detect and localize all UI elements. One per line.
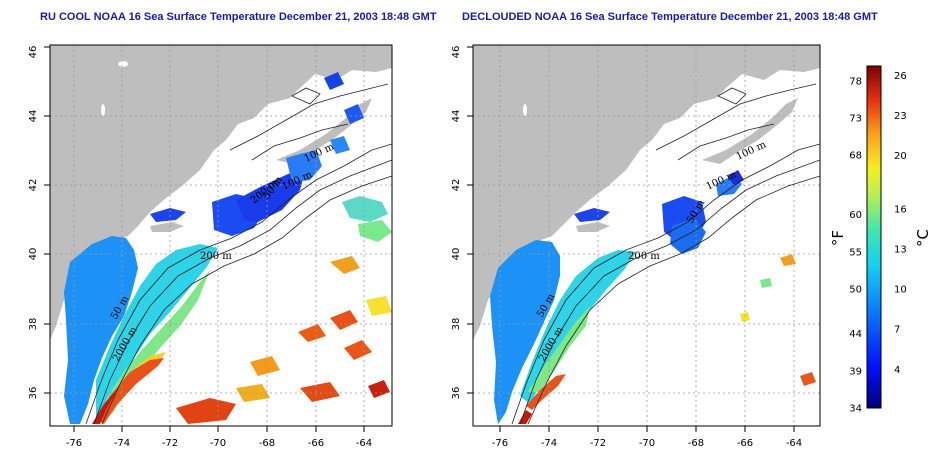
colorbar-fahrenheit-tick-label: 39 — [849, 366, 862, 377]
colorbar-celsius-tick-label: 20 — [894, 151, 907, 162]
left-y-axis — [44, 46, 50, 394]
colorbar-celsius-tick-label: 7 — [894, 325, 900, 336]
left-y-tick-label: 44 — [28, 110, 39, 123]
colorbar-fahrenheit-tick-label: 73 — [849, 114, 862, 125]
colorbar-celsius-tick-label: 23 — [894, 111, 907, 122]
left-land-mass — [50, 45, 392, 340]
colorbar-fahrenheit-tick-label: 68 — [849, 151, 862, 162]
right-y-tick-label: 36 — [451, 387, 462, 400]
colorbar-celsius-tick-label: 10 — [894, 285, 907, 296]
right-x-tick-label: -68 — [688, 438, 704, 449]
right-land-mass — [473, 45, 820, 340]
right-contours — [511, 83, 820, 425]
left-y-tick-label: 38 — [28, 318, 39, 331]
colorbar-fahrenheit-tick-label: 55 — [849, 247, 862, 258]
right-grid — [473, 45, 820, 426]
left-long-island — [150, 222, 184, 232]
right-y-axis — [467, 46, 473, 394]
colorbar-celsius-tick-label: 16 — [894, 204, 907, 215]
colorbar-fahrenheit-tick-label: 34 — [849, 404, 862, 415]
left-x-tick-label: -70 — [210, 438, 226, 449]
right-y-tick-label: 40 — [451, 248, 462, 261]
right-y-tick-label: 46 — [451, 46, 462, 59]
colorbar-fahrenheit-tick-label: 50 — [849, 285, 862, 296]
left-x-tick-label: -68 — [259, 438, 275, 449]
left-contour-label-200: 200 m — [200, 251, 232, 262]
right-x-tick-label: -64 — [786, 438, 802, 449]
colorbar-celsius-unit: °C — [914, 229, 932, 247]
left-x-axis — [73, 426, 365, 432]
colorbar-fahrenheit-tick-label: 60 — [849, 210, 862, 221]
colorbar-fahrenheit-ticks: 78 73 68 60 55 50 44 39 34 — [849, 76, 862, 414]
left-y-tick-label: 36 — [28, 387, 39, 400]
right-y-tick-label: 44 — [451, 110, 462, 123]
left-plot-frame — [49, 44, 393, 427]
right-y-tick-label: 38 — [451, 318, 462, 331]
left-map: 200 m 100 m 50 m 2000 m 200 m 100 m 50 m — [50, 45, 392, 426]
left-nova-scotia — [276, 98, 372, 164]
right-x-axis — [499, 426, 795, 432]
right-long-island — [576, 222, 610, 232]
left-x-tick-label: -72 — [162, 438, 178, 449]
colorbar-celsius-tick-label: 13 — [894, 245, 907, 256]
left-y-tick-label: 46 — [28, 46, 39, 59]
right-x-tick-label: -70 — [639, 438, 655, 449]
colorbar: 78 73 68 60 55 50 44 39 34 26 23 20 16 13 10 7 4 °F °C — [829, 65, 932, 415]
left-contours — [85, 83, 392, 425]
right-nova-scotia — [702, 98, 798, 164]
right-panel: DECLOUDED NOAA 16 Sea Surface Temperatur… — [451, 11, 878, 449]
right-y-tick-label: 42 — [451, 179, 462, 192]
right-x-tick-label: -72 — [590, 438, 606, 449]
colorbar-gradient — [866, 65, 882, 409]
colorbar-celsius-tick-label: 4 — [894, 365, 900, 376]
colorbar-celsius-ticks: 26 23 20 16 13 10 7 4 — [894, 71, 907, 376]
left-panel-title: RU COOL NOAA 16 Sea Surface Temperature … — [40, 11, 437, 23]
colorbar-celsius-tick-label: 26 — [894, 71, 907, 82]
colorbar-fahrenheit-tick-label: 44 — [849, 329, 862, 340]
right-x-tick-label: -66 — [737, 438, 753, 449]
left-x-tick-label: -74 — [114, 438, 130, 449]
left-y-tick-label: 40 — [28, 248, 39, 261]
left-x-tick-label: -64 — [356, 438, 372, 449]
left-panel: RU COOL NOAA 16 Sea Surface Temperature … — [28, 11, 437, 449]
colorbar-fahrenheit-tick-label: 78 — [849, 76, 862, 87]
left-x-tick-label: -76 — [66, 438, 82, 449]
right-panel-title: DECLOUDED NOAA 16 Sea Surface Temperatur… — [462, 11, 878, 23]
left-sst-field — [64, 72, 392, 424]
left-y-tick-label: 42 — [28, 179, 39, 192]
right-contour-label-200: 200 m — [628, 251, 660, 262]
right-map: 200 m 100 m 100 m 50 m 50 m 2000 m — [473, 45, 820, 426]
colorbar-fahrenheit-unit: °F — [829, 230, 847, 246]
right-x-tick-label: -74 — [541, 438, 557, 449]
right-x-tick-label: -76 — [492, 438, 508, 449]
left-x-tick-label: -66 — [308, 438, 324, 449]
